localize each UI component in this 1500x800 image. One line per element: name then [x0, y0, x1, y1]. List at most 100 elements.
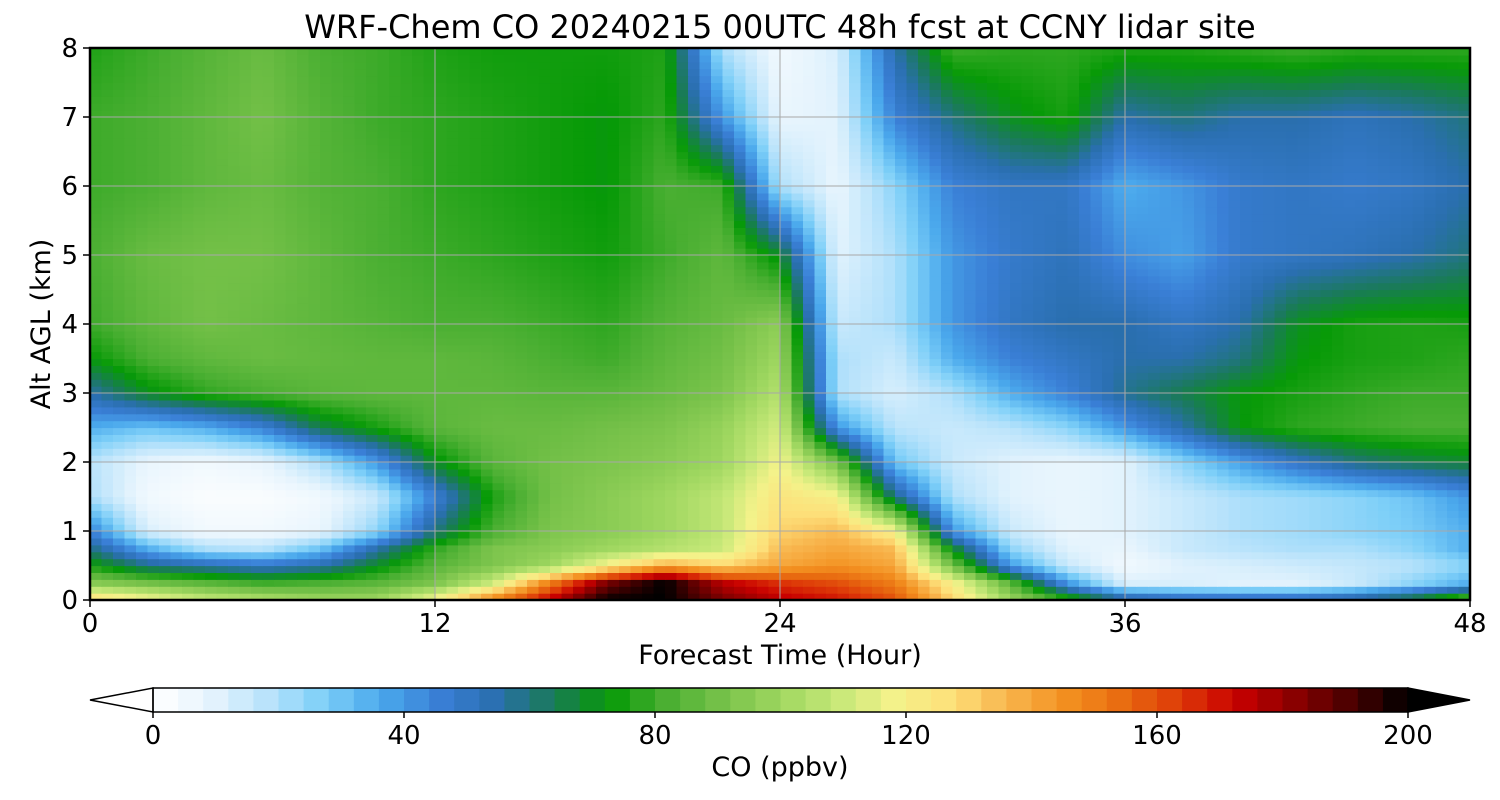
heatmap-cell — [538, 393, 551, 401]
heatmap-cell — [722, 365, 735, 373]
heatmap-cell — [1159, 317, 1172, 325]
heatmap-cell — [665, 434, 678, 442]
heatmap-cell — [308, 517, 321, 525]
heatmap-cell — [653, 324, 666, 332]
heatmap-cell — [1447, 358, 1460, 366]
heatmap-cell — [1355, 317, 1368, 325]
heatmap-cell — [331, 517, 344, 525]
heatmap-cell — [699, 413, 712, 422]
heatmap-cell — [826, 324, 839, 332]
heatmap-cell — [1044, 482, 1057, 491]
heatmap-cell — [699, 537, 712, 546]
heatmap-cell — [1458, 386, 1470, 394]
heatmap-cell — [791, 441, 804, 449]
heatmap-cell — [136, 468, 149, 477]
heatmap-cell — [1228, 344, 1241, 353]
heatmap-cell — [964, 496, 977, 504]
heatmap-cell — [1309, 441, 1322, 449]
heatmap-cell — [331, 593, 344, 600]
heatmap-cell — [1125, 372, 1138, 380]
heatmap-cell — [354, 537, 367, 546]
heatmap-cell — [768, 524, 781, 532]
heatmap-cell — [607, 579, 620, 587]
heatmap-cell — [699, 379, 712, 387]
heatmap-cell — [1355, 393, 1368, 401]
heatmap-cell — [1332, 420, 1345, 429]
heatmap-cell — [377, 489, 390, 498]
heatmap-cell — [929, 399, 942, 408]
heatmap-cell — [1320, 317, 1333, 325]
heatmap-cell — [711, 489, 724, 498]
heatmap-cell — [929, 386, 942, 394]
heatmap-cell — [906, 496, 919, 504]
heatmap-cell — [1401, 593, 1414, 600]
heatmap-cell — [1136, 455, 1149, 463]
heatmap-cell — [929, 517, 942, 525]
heatmap-cell — [1102, 330, 1115, 339]
heatmap-cell — [1297, 434, 1310, 442]
heatmap-cell — [193, 344, 206, 353]
heatmap-cell — [389, 324, 402, 332]
heatmap-cell — [538, 386, 551, 394]
heatmap-cell — [1251, 482, 1264, 491]
heatmap-cell — [412, 393, 425, 401]
heatmap-cell — [320, 517, 333, 525]
heatmap-cell — [929, 579, 942, 587]
heatmap-cell — [147, 406, 160, 415]
heatmap-cell — [1286, 544, 1299, 553]
heatmap-cell — [113, 468, 126, 477]
heatmap-cell — [722, 475, 735, 484]
heatmap-cell — [791, 510, 804, 518]
heatmap-cell — [1435, 434, 1448, 442]
heatmap-cell — [734, 379, 747, 387]
heatmap-cell — [182, 586, 195, 594]
heatmap-cell — [527, 310, 540, 318]
heatmap-cell — [1182, 496, 1195, 504]
heatmap-cell — [1355, 572, 1368, 580]
heatmap-cell — [1378, 393, 1391, 401]
heatmap-cell — [1090, 517, 1103, 525]
heatmap-cell — [1159, 579, 1172, 587]
heatmap-cell — [1274, 551, 1287, 560]
heatmap-cell — [285, 482, 298, 491]
heatmap-cell — [251, 517, 264, 525]
heatmap-cell — [239, 337, 252, 346]
heatmap-cell — [435, 317, 448, 325]
heatmap-cell — [1182, 586, 1195, 594]
heatmap-cell — [607, 406, 620, 415]
heatmap-cell — [711, 337, 724, 346]
heatmap-cell — [906, 579, 919, 587]
heatmap-cell — [561, 358, 574, 366]
heatmap-cell — [308, 496, 321, 504]
heatmap-cell — [1320, 510, 1333, 518]
heatmap-cell — [159, 510, 172, 518]
heatmap-cell — [1090, 337, 1103, 346]
heatmap-cell — [676, 579, 689, 587]
heatmap-cell — [113, 351, 126, 360]
heatmap-cell — [527, 434, 540, 442]
heatmap-cell — [780, 503, 793, 511]
heatmap-cell — [837, 510, 850, 518]
heatmap-cell — [872, 565, 885, 573]
heatmap-cell — [216, 379, 229, 387]
heatmap-cell — [1286, 324, 1299, 332]
heatmap-cell — [895, 365, 908, 373]
heatmap-cell — [1033, 558, 1046, 567]
heatmap-cell — [435, 399, 448, 408]
heatmap-cell — [1148, 565, 1161, 573]
heatmap-cell — [1228, 579, 1241, 587]
heatmap-cell — [630, 586, 643, 594]
heatmap-cell — [561, 482, 574, 491]
heatmap-cell — [895, 537, 908, 546]
heatmap-cell — [1263, 441, 1276, 449]
heatmap-cell — [412, 482, 425, 491]
heatmap-cell — [584, 330, 597, 339]
heatmap-cell — [182, 379, 195, 387]
heatmap-cell — [469, 365, 482, 373]
heatmap-cell — [320, 441, 333, 449]
heatmap-cell — [331, 434, 344, 442]
heatmap-cell — [791, 427, 804, 435]
heatmap-cell — [320, 510, 333, 518]
heatmap-cell — [722, 544, 735, 553]
heatmap-cell — [1332, 462, 1345, 470]
